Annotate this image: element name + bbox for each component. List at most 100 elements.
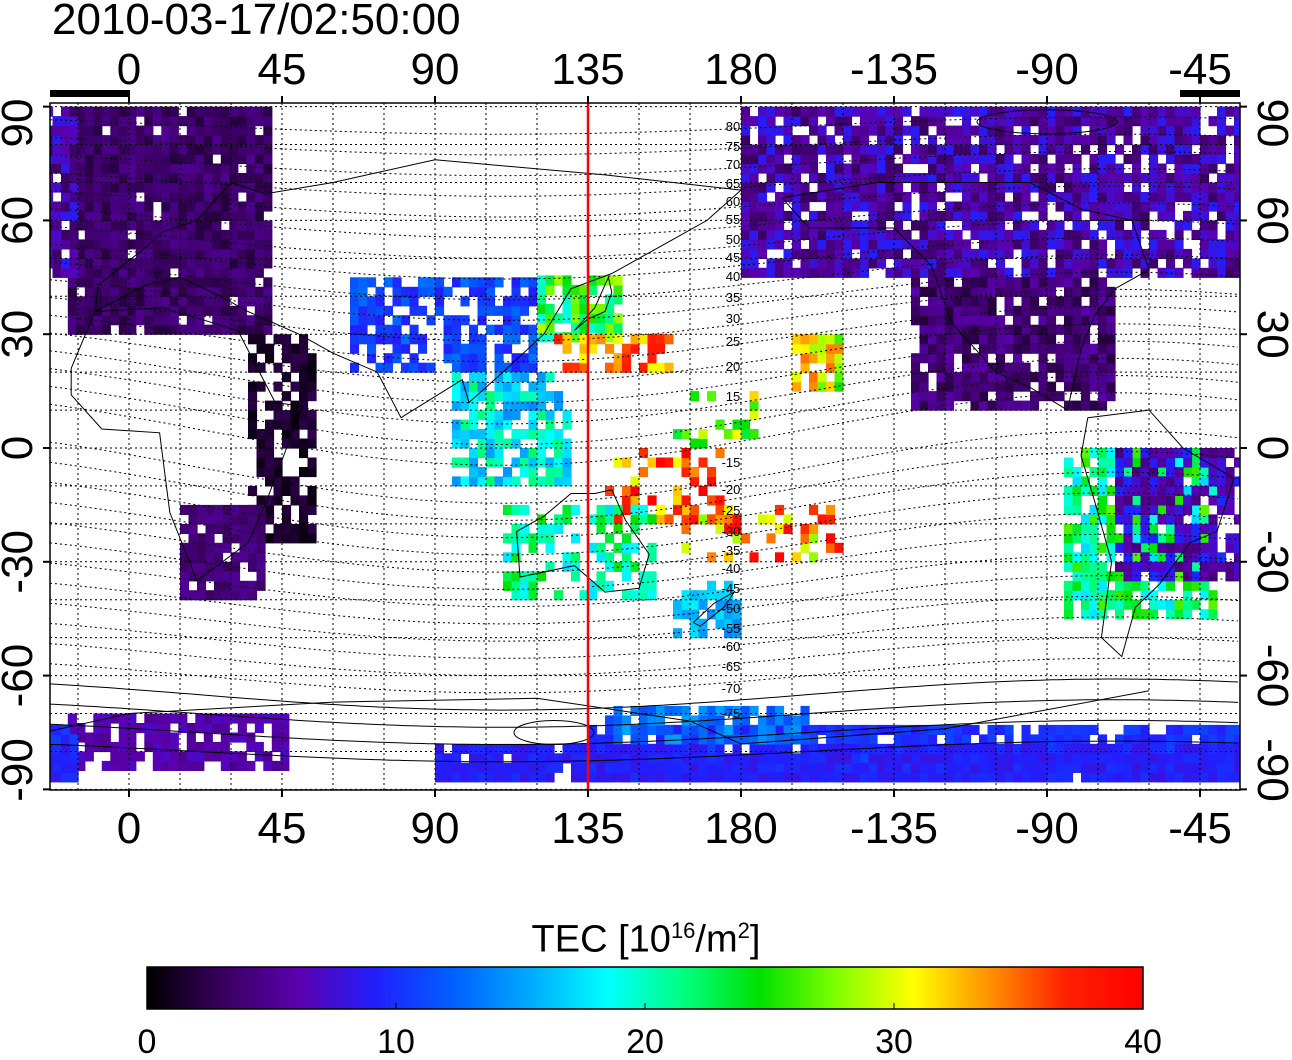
tec-cell: [1157, 229, 1167, 240]
tec-cell: [1251, 249, 1260, 259]
tec-cell: [1132, 154, 1142, 165]
tec-cell: [520, 353, 530, 364]
tec-cell: [1030, 220, 1040, 231]
tec-cell: [894, 116, 904, 127]
tec-cell: [1208, 533, 1218, 544]
tec-cell: [919, 125, 929, 136]
tec-cell: [127, 173, 137, 184]
tec-cell: [749, 734, 759, 745]
tec-cell: [902, 210, 912, 221]
tec-cell: [639, 334, 649, 345]
tec-cell: [84, 305, 94, 316]
tec-cell: [460, 353, 470, 364]
tec-cell: [246, 286, 256, 297]
tec-cell: [520, 429, 530, 440]
tec-cell: [110, 163, 120, 174]
tec-cell: [212, 248, 222, 259]
tec-cell: [1055, 154, 1065, 165]
tec-cell: [894, 220, 904, 231]
tec-cell: [118, 248, 128, 259]
tec-cell: [1115, 743, 1125, 754]
tec-cell: [1064, 277, 1074, 288]
tec-cell: [894, 106, 904, 117]
tec-cell: [256, 523, 266, 534]
tec-cell: [246, 760, 256, 771]
tec-cell: [1089, 229, 1099, 240]
tec-cell: [101, 248, 111, 259]
tec-cell: [1174, 743, 1184, 754]
tec-cell: [766, 258, 776, 269]
tec-cell: [911, 286, 921, 297]
tec-cell: [254, 210, 264, 221]
tec-cell: [239, 590, 249, 601]
tec-cell: [987, 125, 997, 136]
tec-cell: [127, 713, 137, 724]
tec-cell: [1191, 476, 1201, 487]
tec-cell: [135, 296, 145, 307]
tec-cell: [1098, 106, 1108, 117]
tec-cell: [237, 713, 247, 724]
tec-cell: [758, 220, 768, 231]
tec-cell: [1234, 734, 1240, 745]
tec-cell: [299, 495, 309, 506]
tec-cell: [1055, 220, 1065, 231]
tec-cell: [1174, 514, 1184, 525]
tec-cell: [195, 267, 205, 278]
tec-cell: [1132, 457, 1142, 468]
tec-cell: [1123, 772, 1133, 783]
tec-cell: [503, 571, 513, 582]
tec-cell: [1038, 248, 1048, 259]
tec-cell: [511, 762, 521, 773]
tec-cell: [1225, 192, 1235, 203]
tec-cell: [1217, 552, 1227, 563]
tec-cell: [84, 248, 94, 259]
tec-cell: [486, 762, 496, 773]
tec-cell: [1115, 467, 1125, 478]
tec-cell: [1055, 743, 1065, 754]
tec-cell: [222, 580, 232, 591]
tec-cell: [135, 135, 145, 146]
tec-cell: [237, 248, 247, 259]
tec-cell: [61, 229, 71, 240]
tec-cell: [237, 277, 247, 288]
tec-cell: [843, 220, 853, 231]
tec-cell: [169, 248, 179, 259]
tec-cell: [110, 229, 120, 240]
tec-cell: [528, 391, 538, 402]
tec-cell: [254, 173, 264, 184]
tec-cell: [1089, 277, 1099, 288]
tec-cell: [212, 173, 222, 184]
tec-cell: [435, 762, 445, 773]
tec-cell: [1115, 504, 1125, 515]
tec-cell: [144, 173, 154, 184]
tec-cell: [84, 154, 94, 165]
tec-cell: [237, 106, 247, 117]
tec-cell: [911, 772, 921, 783]
tec-cell: [1064, 286, 1074, 297]
tec-cell: [1225, 743, 1235, 754]
tec-cell: [220, 210, 230, 221]
tec-cell: [792, 724, 802, 735]
tec-cell: [452, 315, 462, 326]
tec-cell: [928, 116, 938, 127]
tec-cell: [1217, 192, 1227, 203]
tec-cell: [868, 772, 878, 783]
tec-cell: [220, 144, 230, 155]
tec-cell: [282, 410, 292, 421]
tec-cell: [1200, 504, 1210, 515]
tec-cell: [118, 296, 128, 307]
tec-cell: [1225, 571, 1235, 582]
tec-cell: [486, 429, 496, 440]
tec-cell: [50, 192, 54, 203]
tec-cell: [749, 705, 759, 716]
tec-cell: [545, 275, 555, 286]
tec-cell: [290, 381, 300, 392]
tec-cell: [826, 106, 836, 117]
tec-cell: [195, 163, 205, 174]
tec-cell: [205, 590, 215, 601]
tec-cell: [945, 724, 955, 735]
tec-cell: [1200, 220, 1210, 231]
tec-cell: [562, 457, 572, 468]
tec-cell: [212, 163, 222, 174]
tec-cell: [246, 135, 256, 146]
